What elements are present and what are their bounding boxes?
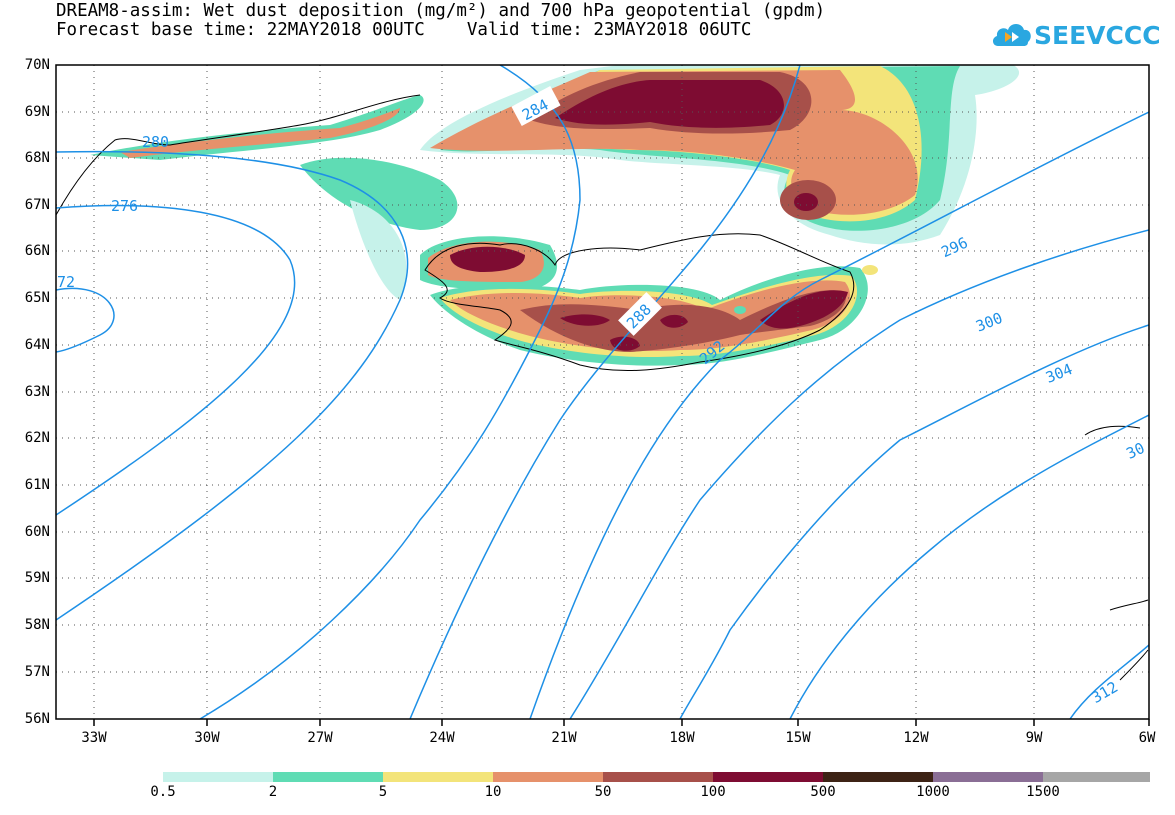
cloud-icon bbox=[992, 24, 1031, 46]
contour-label-276: 276 bbox=[111, 197, 138, 215]
lon-label-24w: 24W bbox=[429, 730, 455, 746]
colorbar-swatch-7 bbox=[823, 772, 933, 782]
contour-label-312: 312 bbox=[1089, 678, 1121, 707]
colorbar-swatch-3 bbox=[383, 772, 493, 782]
contour-label-304: 304 bbox=[1043, 360, 1075, 387]
lon-label-21w: 21W bbox=[551, 730, 577, 746]
lat-label-61n: 61N bbox=[24, 477, 50, 493]
lat-label-59n: 59N bbox=[24, 570, 50, 586]
contour-label-272: 72 bbox=[57, 273, 75, 291]
lat-label-58n: 58N bbox=[24, 617, 50, 633]
seevccc-logo: SEEVCCC bbox=[990, 10, 1170, 58]
contour-label-300: 300 bbox=[973, 309, 1005, 336]
colorbar-label-1000: 1000 bbox=[916, 784, 950, 800]
lon-label-27w: 27W bbox=[307, 730, 333, 746]
colorbar-label-1500: 1500 bbox=[1026, 784, 1060, 800]
graticule bbox=[56, 65, 1149, 719]
contour-label-280: 280 bbox=[142, 133, 169, 151]
colorbar-label-100: 100 bbox=[700, 784, 726, 800]
lon-label-30w: 30W bbox=[194, 730, 220, 746]
lat-label-66n: 66N bbox=[24, 243, 50, 259]
lat-label-62n: 62N bbox=[24, 430, 50, 446]
lat-label-57n: 57N bbox=[24, 664, 50, 680]
lat-label-63n: 63N bbox=[24, 384, 50, 400]
lat-label-64n: 64N bbox=[24, 337, 50, 353]
coastlines bbox=[56, 94, 1149, 681]
colorbar-swatch-4 bbox=[493, 772, 603, 782]
forecast-times: Forecast base time: 22MAY2018 00UTC Vali… bbox=[56, 20, 752, 40]
lon-label-15w: 15W bbox=[785, 730, 811, 746]
lon-label-18w: 18W bbox=[669, 730, 695, 746]
lon-label-12w: 12W bbox=[903, 730, 929, 746]
logo-text: SEEVCCC bbox=[1034, 21, 1161, 50]
colorbar-label-500: 500 bbox=[810, 784, 836, 800]
colorbar-label-50: 50 bbox=[594, 784, 612, 800]
lat-label-70n: 70N bbox=[24, 57, 50, 73]
colorbar-swatch-8 bbox=[933, 772, 1043, 782]
lat-label-68n: 68N bbox=[24, 150, 50, 166]
lat-label-67n: 67N bbox=[24, 197, 50, 213]
contour-label-group bbox=[511, 85, 662, 336]
colorbar-swatch-6 bbox=[713, 772, 823, 782]
lon-label-33w: 33W bbox=[81, 730, 107, 746]
colorbar-swatch-1 bbox=[163, 772, 273, 782]
colorbar-label-10: 10 bbox=[484, 784, 502, 800]
lat-label-60n: 60N bbox=[24, 524, 50, 540]
colorbar-label-0-5: 0.5 bbox=[150, 784, 176, 800]
lon-label-6w: 6W bbox=[1138, 730, 1156, 746]
contour-label-308: 30 bbox=[1123, 439, 1147, 463]
map-title: DREAM8-assim: Wet dust deposition (mg/m²… bbox=[56, 1, 826, 21]
colorbar-swatch-2 bbox=[273, 772, 383, 782]
map-border bbox=[55, 64, 1150, 720]
colorbar-label-5: 5 bbox=[378, 784, 388, 800]
lat-label-65n: 65N bbox=[24, 290, 50, 306]
lat-label-56n: 56N bbox=[24, 711, 50, 727]
colorbar-swatch-5 bbox=[603, 772, 713, 782]
colorbar-label-2: 2 bbox=[268, 784, 278, 800]
geopotential-contours bbox=[56, 65, 1149, 719]
contour-label-296: 296 bbox=[938, 234, 970, 262]
lon-label-9w: 9W bbox=[1025, 730, 1043, 746]
colorbar-swatch-9 bbox=[1043, 772, 1150, 782]
lat-label-69n: 69N bbox=[24, 104, 50, 120]
